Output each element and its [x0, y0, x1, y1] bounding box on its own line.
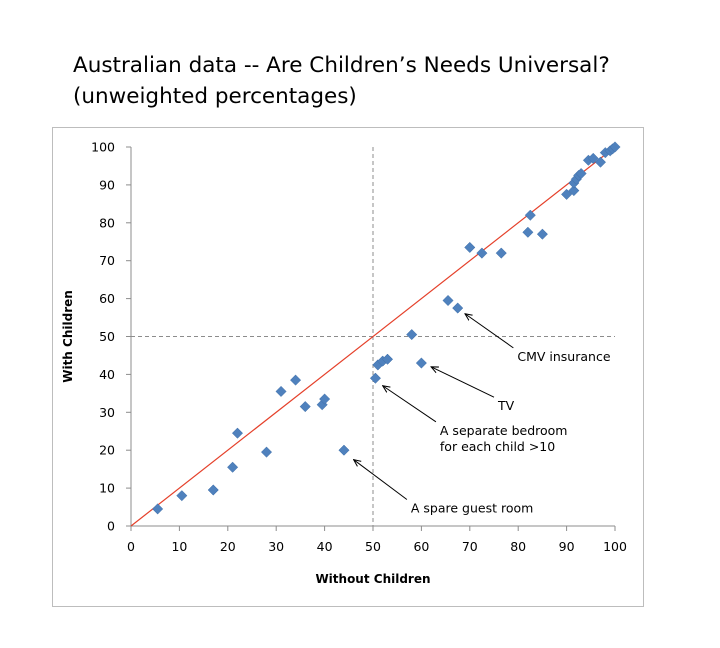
- data-point: [452, 302, 464, 314]
- data-point: [536, 228, 548, 240]
- title-line-1: Australian data -- Are Children’s Needs …: [73, 53, 610, 78]
- y-tick-label: 30: [99, 405, 115, 420]
- data-point: [415, 357, 427, 369]
- data-point: [231, 427, 244, 439]
- annotation-arrow: [431, 367, 495, 398]
- data-point: [609, 141, 621, 153]
- data-point: [561, 188, 573, 200]
- y-tick-label: 70: [99, 253, 115, 268]
- y-tick-label: 80: [99, 215, 115, 230]
- annotation-label: CMV insurance: [517, 349, 610, 364]
- y-tick-label: 20: [99, 443, 115, 458]
- diagonal-line: [130, 146, 616, 527]
- data-point: [568, 185, 580, 197]
- annotation-arrow: [383, 386, 437, 423]
- data-point: [575, 167, 587, 180]
- data-point: [406, 329, 418, 341]
- data-point: [381, 353, 394, 365]
- data-point: [275, 385, 287, 398]
- data-point: [227, 461, 239, 473]
- y-tick-label: 60: [99, 291, 115, 306]
- y-tick-label: 90: [99, 177, 115, 192]
- x-tick-label: 90: [559, 539, 575, 554]
- title-line-2: (unweighted percentages): [73, 84, 357, 109]
- slide-title: Australian data -- Are Children’s Needs …: [73, 50, 693, 112]
- data-point: [495, 247, 507, 259]
- x-tick-label: 100: [603, 539, 627, 554]
- data-point: [524, 209, 536, 221]
- y-tick-label: 40: [99, 367, 115, 382]
- y-tick-label: 10: [99, 481, 115, 496]
- data-point: [442, 294, 454, 307]
- tick-labels: 0 10 20 30 40 50 60 70 80 90 100 0 10 20 30 40 50 60 70 80 9…: [91, 140, 627, 555]
- data-point: [176, 490, 188, 502]
- annotation-label: for each child >10: [440, 439, 555, 454]
- x-tick-label: 40: [317, 539, 333, 554]
- x-tick-label: 80: [510, 539, 526, 554]
- data-point: [369, 372, 381, 384]
- x-axis-title: Without Children: [315, 572, 430, 586]
- data-point: [260, 446, 273, 458]
- diagonal-line-group: [130, 146, 616, 527]
- data-points: [152, 141, 621, 515]
- data-point: [290, 374, 302, 386]
- chart-frame: CMV insurance TV A separate bedroom for eac…: [52, 127, 644, 607]
- data-point: [319, 393, 331, 405]
- data-point: [464, 241, 476, 253]
- x-tick-label: 20: [220, 539, 236, 554]
- data-point: [299, 401, 311, 413]
- data-point: [152, 503, 164, 515]
- x-tick-label: 70: [462, 539, 478, 554]
- y-axis-title: With Children: [61, 290, 75, 383]
- y-tick-label: 0: [107, 519, 115, 534]
- x-tick-label: 10: [171, 539, 187, 554]
- data-point: [594, 156, 607, 168]
- annotation-label: A spare guest room: [411, 500, 533, 515]
- x-tick-label: 0: [127, 539, 135, 554]
- y-tick-label: 100: [91, 140, 115, 155]
- data-point: [476, 247, 488, 259]
- x-tick-label: 50: [365, 539, 381, 554]
- annotation-arrow: [354, 460, 408, 500]
- annotation-label: TV: [497, 398, 515, 413]
- data-point: [587, 152, 599, 164]
- data-point: [522, 226, 534, 238]
- y-tick-label: 50: [99, 329, 115, 344]
- data-point: [207, 484, 219, 496]
- data-point: [338, 444, 350, 456]
- x-tick-label: 60: [413, 539, 429, 554]
- annotation-arrow: [465, 314, 514, 349]
- axes: [126, 146, 616, 531]
- annotation-label: A separate bedroom: [440, 423, 568, 438]
- x-tick-label: 30: [268, 539, 284, 554]
